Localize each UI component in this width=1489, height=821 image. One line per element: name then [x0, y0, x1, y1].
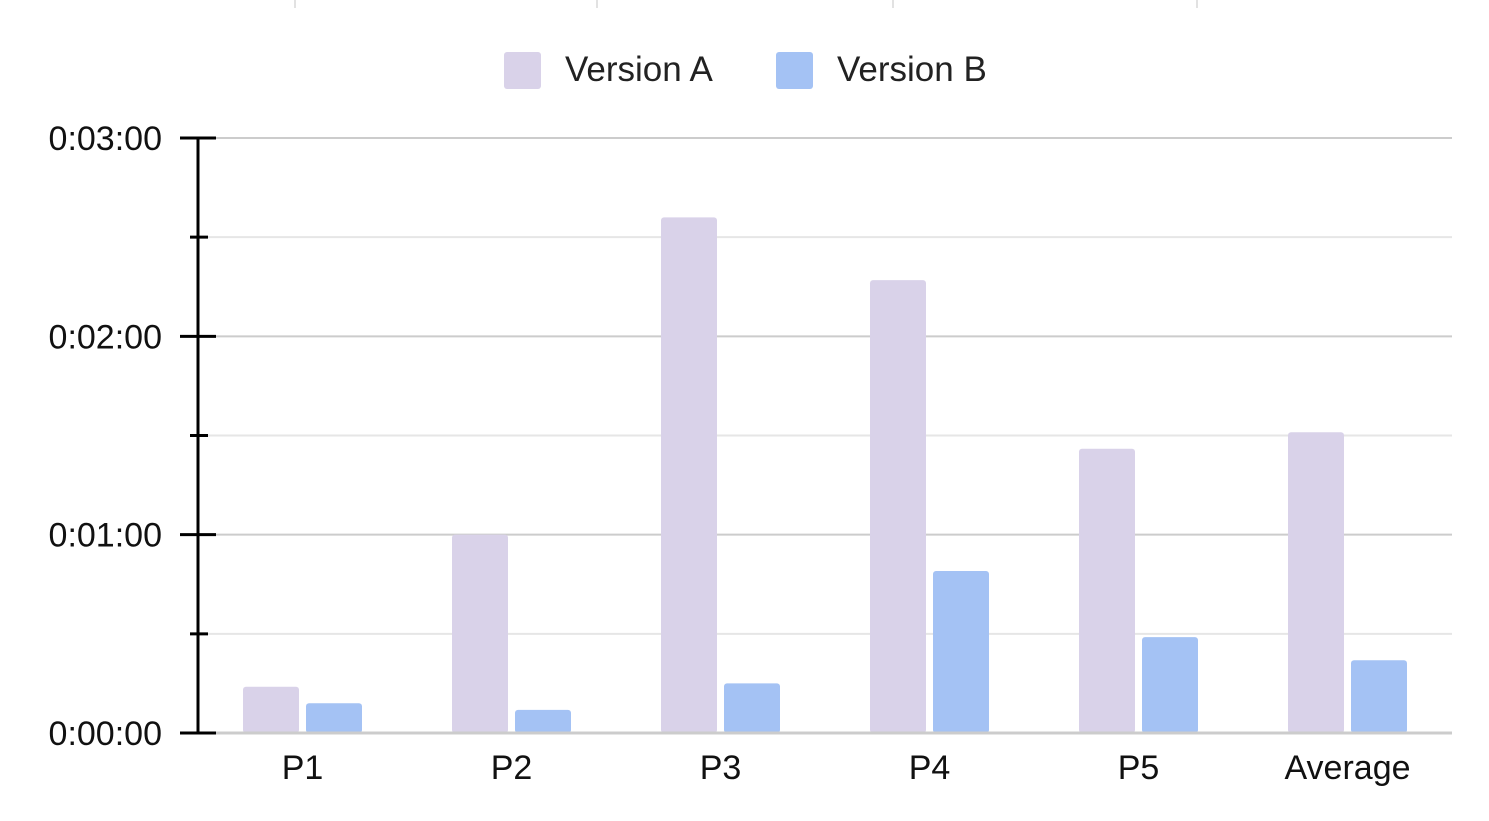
chart-legend: Version A Version B [0, 48, 1489, 92]
x-tick-label: P1 [282, 749, 324, 787]
bar-version-b-average[interactable] [1351, 660, 1407, 733]
bar-version-b-p2[interactable] [515, 709, 571, 733]
top-separator-tick [596, 0, 598, 8]
x-tick-label: P3 [700, 749, 742, 787]
top-separator-tick [892, 0, 894, 8]
x-tick-label: Average [1284, 749, 1410, 787]
bar-version-a-p5[interactable] [1079, 448, 1135, 733]
bar-version-a-p1[interactable] [243, 686, 299, 733]
x-tick-label: P5 [1118, 749, 1160, 787]
bar-version-a-p2[interactable] [452, 534, 508, 733]
y-tick-label: 0:03:00 [49, 120, 162, 158]
bar-version-a-average[interactable] [1288, 432, 1344, 733]
bar-version-b-p3[interactable] [724, 683, 780, 733]
legend-item-version-a[interactable]: Version A [504, 48, 713, 92]
bar-version-b-p4[interactable] [933, 571, 989, 733]
y-tick-label: 0:01:00 [49, 517, 162, 555]
legend-swatch-version-b [776, 51, 813, 89]
top-separator-tick [1196, 0, 1198, 8]
y-tick-label: 0:02:00 [49, 318, 162, 356]
bar-version-a-p3[interactable] [661, 217, 717, 734]
top-separator-tick [294, 0, 296, 8]
bar-version-a-p4[interactable] [870, 280, 926, 733]
legend-item-version-b[interactable]: Version B [776, 48, 987, 92]
legend-swatch-version-a [504, 51, 541, 89]
legend-label-version-a: Version A [565, 50, 713, 89]
bar-version-b-p1[interactable] [306, 703, 362, 733]
x-tick-label: P4 [909, 749, 951, 787]
bar-version-b-p5[interactable] [1142, 637, 1198, 733]
x-tick-label: P2 [491, 749, 533, 787]
legend-label-version-b: Version B [837, 50, 987, 89]
y-tick-label: 0:00:00 [49, 715, 162, 753]
